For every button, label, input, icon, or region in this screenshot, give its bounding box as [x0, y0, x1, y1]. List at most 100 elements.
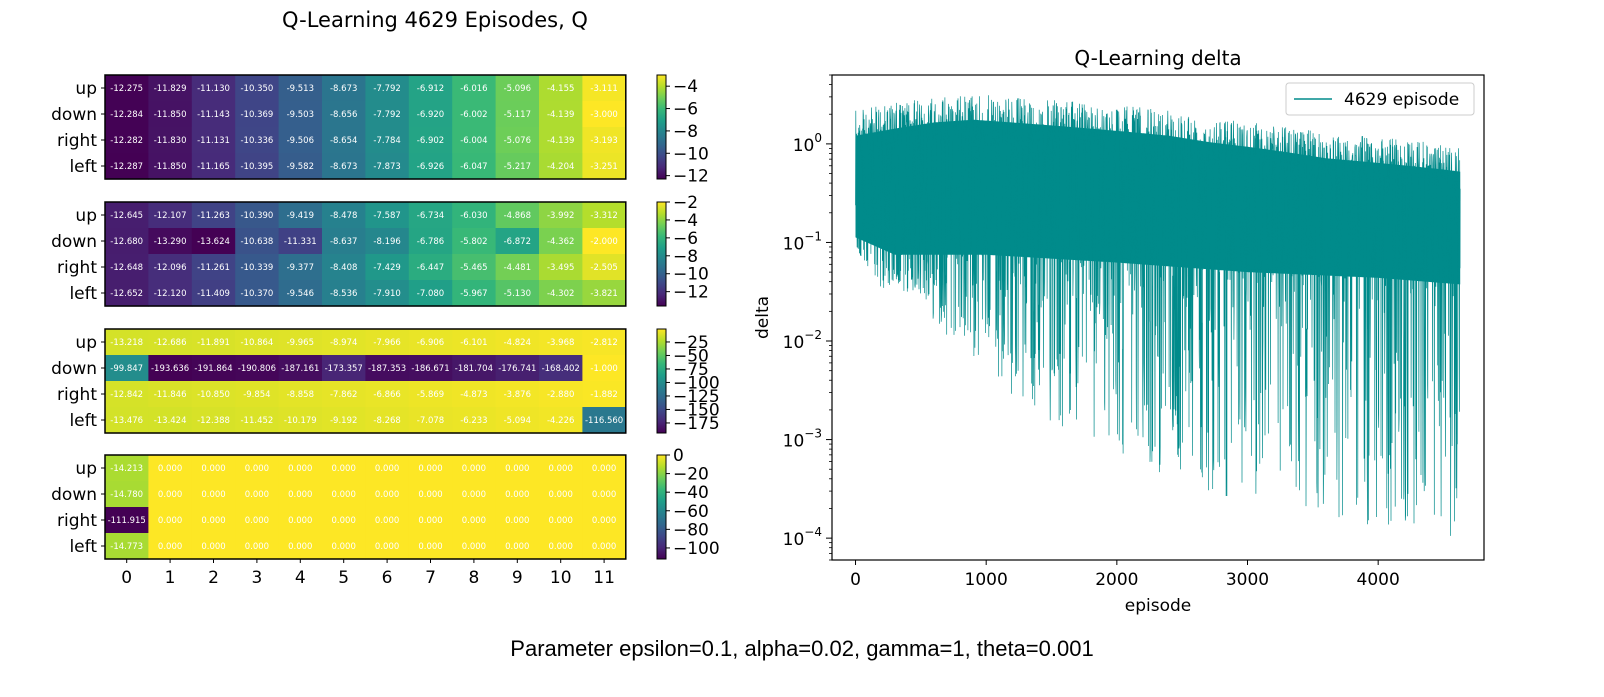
cell-value-label: -2.505: [590, 263, 617, 273]
cell-value-label: -7.429: [373, 263, 400, 273]
cell-value-label: 0.000: [201, 542, 225, 552]
heatmap-frame: [104, 74, 627, 180]
heatmap-cell: [365, 202, 410, 229]
heatmap-cell: [278, 75, 323, 102]
cell-value-label: -7.966: [373, 338, 400, 348]
cell-value-label: 0.000: [375, 490, 399, 500]
heatmap-cell: [495, 75, 540, 102]
cell-value-label: 0.000: [375, 516, 399, 526]
row-label: right: [57, 385, 97, 405]
cell-value-label: -3.000: [590, 110, 617, 120]
heatmap-cell: [408, 533, 453, 560]
cell-value-label: 0.000: [592, 516, 616, 526]
cell-value-label: -11.409: [197, 289, 230, 299]
cell-value-label: 0.000: [245, 516, 269, 526]
heatmap-cell: [322, 533, 366, 560]
x-axis-label: episode: [1125, 596, 1191, 616]
heatmap-cell: [495, 202, 540, 229]
cell-value-label: -6.233: [460, 416, 487, 426]
cell-value-label: -8.268: [373, 416, 400, 426]
heatmap-cell: [495, 455, 540, 482]
heatmap-cell: [539, 455, 583, 482]
cell-value-label: -6.447: [417, 263, 444, 273]
cell-value-label: -4.302: [547, 289, 574, 299]
cell-value-label: -5.096: [504, 84, 531, 94]
cell-value-label: -11.165: [197, 162, 230, 172]
cell-value-label: -11.131: [197, 136, 230, 146]
cell-value-label: 0.000: [549, 542, 573, 552]
heatmap-cell: [322, 329, 366, 356]
cell-value-label: 0.000: [505, 516, 529, 526]
x-tick-label: 3000: [1226, 570, 1269, 590]
heatmap-cell: [191, 381, 236, 408]
heatmap-cell: [322, 101, 366, 128]
heatmap-cell: [235, 407, 280, 434]
cell-value-label: -116.560: [585, 416, 623, 426]
row-label: down: [51, 359, 97, 379]
heatmap-cell: [278, 533, 323, 560]
cell-value-label: 0.000: [592, 464, 616, 474]
heatmap-cell: [539, 407, 583, 434]
cell-value-label: -6.926: [417, 162, 444, 172]
y-tick-base: 10: [783, 333, 805, 353]
y-tick-label: 10−2: [783, 328, 822, 353]
y-tick-label: 10−4: [783, 525, 822, 550]
heatmap-cell: [278, 228, 323, 255]
cell-value-label: -7.080: [417, 289, 444, 299]
cell-value-label: -10.369: [240, 110, 273, 120]
cell-value-label: -6.906: [417, 338, 444, 348]
cell-value-label: -5.094: [504, 416, 531, 426]
heatmap-cell: [495, 329, 540, 356]
heatmap-cell: [452, 355, 497, 382]
cell-value-label: -187.353: [368, 364, 406, 374]
row-label: right: [57, 511, 97, 531]
heatmap-cell: [148, 280, 193, 307]
cell-value-label: -10.350: [240, 84, 273, 94]
heatmap-cell: [365, 481, 410, 508]
heatmap-cell: [495, 280, 540, 307]
heatmap-cell: [235, 533, 280, 560]
heatmap-cell: [408, 280, 453, 307]
cell-value-label: -168.402: [542, 364, 580, 374]
cell-value-label: 0.000: [505, 542, 529, 552]
cell-value-label: -5.967: [460, 289, 487, 299]
heatmap-cell: [191, 455, 236, 482]
heatmap-cell: [278, 507, 323, 534]
cell-value-label: -9.854: [243, 390, 270, 400]
heatmap-cell: [539, 481, 583, 508]
heatmap-cell: [105, 228, 149, 255]
cell-value-label: 0.000: [462, 516, 486, 526]
cell-value-label: -8.478: [330, 211, 357, 221]
cell-value-label: -12.652: [110, 289, 143, 299]
heatmap-cell: [191, 228, 236, 255]
heatmap-cell: [408, 101, 453, 128]
cell-value-label: -10.339: [240, 263, 273, 273]
cell-value-label: -6.016: [460, 84, 487, 94]
colorbar-tick-label: −50: [673, 346, 709, 366]
parameter-caption: Parameter epsilon=0.1, alpha=0.02, gamma…: [510, 636, 1094, 661]
colorbar: [656, 328, 667, 434]
heatmap-cell: [582, 455, 627, 482]
heatmap-frame: [104, 201, 627, 307]
cell-value-label: 0.000: [462, 542, 486, 552]
heatmap-cell: [408, 202, 453, 229]
heatmap-cell: [105, 75, 149, 102]
cell-value-label: -111.915: [108, 516, 146, 526]
heatmap-cell: [365, 280, 410, 307]
heatmap-cell: [235, 75, 280, 102]
row-label: left: [69, 284, 97, 304]
heatmap-cell: [452, 127, 497, 154]
heatmap-cell: [582, 329, 627, 356]
cell-value-label: -186.671: [411, 364, 449, 374]
heatmap-cell: [105, 202, 149, 229]
cell-value-label: -12.275: [110, 84, 143, 94]
cell-value-label: 0.000: [592, 490, 616, 500]
cell-value-label: -13.476: [110, 416, 143, 426]
cell-value-label: -193.636: [151, 364, 189, 374]
column-label: 1: [165, 568, 176, 588]
heatmap-cell: [148, 254, 193, 281]
heatmap-cell: [582, 507, 627, 534]
cell-value-label: -12.388: [197, 416, 230, 426]
cell-value-label: -10.336: [240, 136, 273, 146]
cell-value-label: -12.680: [110, 237, 143, 247]
